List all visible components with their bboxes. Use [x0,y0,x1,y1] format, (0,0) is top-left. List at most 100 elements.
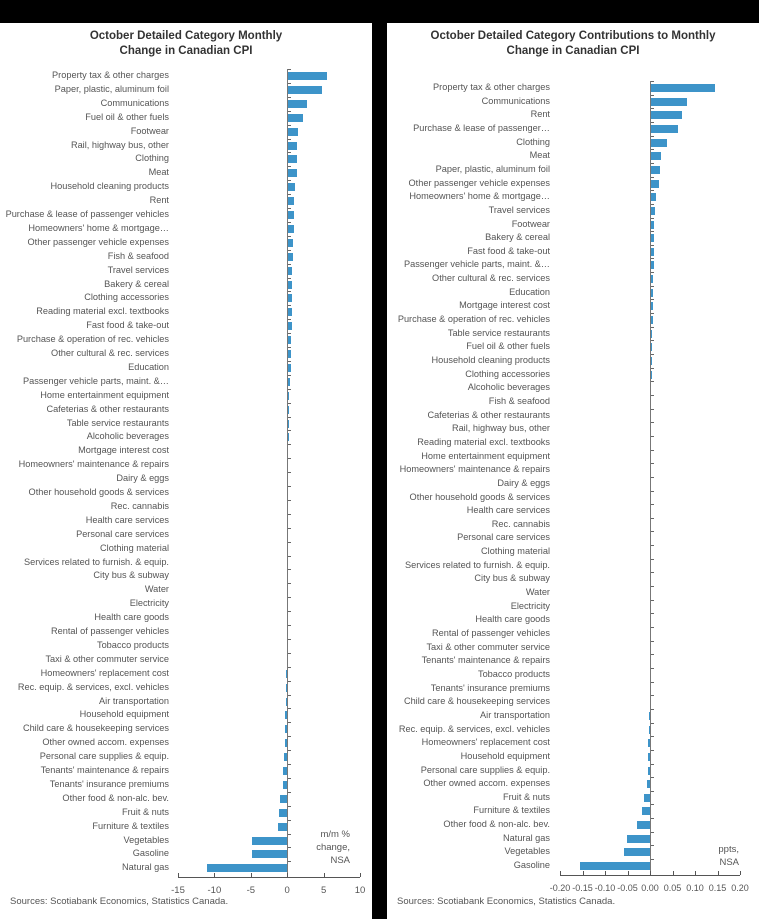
y-tick [287,305,292,307]
category-row: Mortgage interest cost [387,299,759,313]
y-tick [287,374,292,376]
category-row: Education [0,361,372,375]
y-tick [650,599,654,601]
category-row: Fish & seafood [387,395,759,409]
category-row: Home entertainment equipment [0,389,372,403]
category-label: Air transportation [480,709,550,720]
category-label: Table service restaurants [66,417,169,428]
category-row: Other cultural & rec. services [0,347,372,361]
category-label: Services related to furnish. & equip. [23,556,169,567]
category-label: Other cultural & rec. services [432,273,550,284]
data-bar [287,72,328,80]
data-bar [278,822,288,831]
right-chart-title: October Detailed Category Contributions … [387,29,759,59]
data-bar [636,821,650,830]
category-label: Home entertainment equipment [40,389,169,400]
category-label: Furniture & textiles [92,820,169,831]
y-tick [287,736,292,738]
y-tick [650,231,654,233]
y-tick [287,180,292,182]
category-row: Homeowners' replacement cost [0,667,372,681]
left-chart-panel: October Detailed Category Monthly Change… [0,23,372,919]
category-row: Property tax & other charges [0,69,372,83]
y-tick [650,558,654,560]
y-tick [650,394,654,396]
category-label: Personal care supplies & equip. [420,764,550,775]
left-chart-title: October Detailed Category Monthly Change… [0,29,372,59]
category-row: Other food & non-alc. bev. [0,792,372,806]
y-tick [650,845,654,847]
y-tick [287,805,292,807]
category-label: Purchase & lease of passenger… [413,122,550,133]
y-tick [287,333,292,335]
category-row: Tenants' maintenance & repairs [387,654,759,668]
data-bar [287,85,323,94]
category-label: Tenants' insurance premiums [49,778,169,789]
y-tick [650,695,654,697]
category-label: Footwear [130,125,169,136]
category-row: Fast food & take-out [387,245,759,259]
category-label: Tobacco products [477,668,550,679]
data-bar [648,766,650,775]
category-row: Purchase & operation of rec. vehicles [0,333,372,347]
y-tick [287,861,292,863]
y-tick [650,708,654,710]
x-tick [717,870,719,875]
category-label: Dairy & eggs [497,477,550,488]
category-row: Health care services [0,514,372,528]
data-bar [641,807,650,816]
category-label: Health care services [85,514,169,525]
x-tick [287,873,289,878]
y-tick [650,831,654,833]
category-label: Rec. cannabis [110,500,169,511]
y-tick [287,82,292,84]
data-bar [650,234,655,243]
data-bar [287,155,297,164]
y-tick [287,638,292,640]
category-row: Travel services [0,264,372,278]
category-row: Household equipment [387,750,759,764]
category-label: Fuel oil & other fuels [466,341,550,352]
data-bar [287,336,291,345]
category-label: Personal care supplies & equip. [39,751,169,762]
category-label: Natural gas [122,862,169,873]
y-tick [650,722,654,724]
category-row: Tobacco products [0,639,372,653]
category-label: Health care goods [475,614,550,625]
y-tick [650,545,654,547]
data-bar [287,127,299,136]
y-tick [287,249,292,251]
data-bar [650,247,654,256]
category-label: Homeowners' maintenance & repairs [18,459,169,470]
category-row: Cafeterias & other restaurants [0,403,372,417]
data-bar [650,343,653,352]
category-label: Property tax & other charges [52,70,169,80]
category-row: Dairy & eggs [387,477,759,491]
unit-label: m/m % change, NSA [316,828,350,867]
y-tick [650,627,654,628]
category-row: Tenants' insurance premiums [387,682,759,696]
y-tick [287,472,292,474]
category-label: Fast food & take-out [467,245,550,256]
category-row: Travel services [387,204,759,218]
category-row: Purchase & operation of rec. vehicles [387,313,759,327]
y-tick [287,750,292,752]
y-tick [287,194,292,196]
category-row: Fruit & nuts [0,806,372,820]
category-label: Table service restaurants [447,327,550,338]
category-row: Personal care supplies & equip. [0,750,372,764]
category-row: Meat [387,149,759,163]
data-bar [648,739,650,748]
category-label: Household cleaning products [431,355,551,365]
category-row: Footwear [0,125,372,139]
category-label: Other passenger vehicle expenses [27,236,169,247]
category-row: Rent [0,194,372,208]
category-label: Communications [481,95,550,106]
data-bar [252,836,288,845]
data-bar [282,767,288,775]
x-tick [740,870,741,875]
y-tick [287,235,292,237]
category-row: Health care services [387,504,759,518]
category-label: Health care goods [94,612,169,623]
category-row: Taxi & other commuter service [387,641,759,655]
